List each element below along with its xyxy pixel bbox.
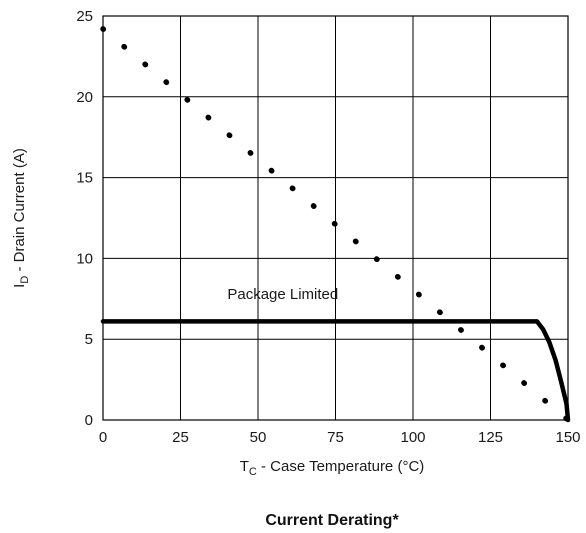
y-tick-label: 25 xyxy=(76,8,93,25)
x-tick-label: 150 xyxy=(555,429,580,446)
x-axis-label-subscript: C xyxy=(249,466,257,478)
chart-title: Current Derating* xyxy=(265,512,399,529)
y-axis-label-main: I xyxy=(11,284,28,288)
series-group xyxy=(100,26,571,423)
plot-frame xyxy=(102,15,569,421)
dotted-derating-line xyxy=(100,26,571,423)
x-tick-label: 25 xyxy=(172,429,189,446)
y-tick-label: 10 xyxy=(76,250,93,267)
y-axis-label-subscript: D xyxy=(19,276,31,284)
x-tick-label: 100 xyxy=(400,429,425,446)
x-tick-label: 0 xyxy=(99,429,107,446)
x-axis-label-main: T xyxy=(240,458,249,475)
x-tick-label: 125 xyxy=(478,429,503,446)
package-limited-line xyxy=(100,319,571,423)
package-limited-annotation: Package Limited xyxy=(227,286,338,303)
y-tick-label: 15 xyxy=(76,170,93,187)
x-tick-labels: 0 25 50 75 100 125 150 xyxy=(99,429,581,446)
y-tick-label: 0 xyxy=(85,412,93,429)
y-tick-labels: 0 5 10 15 20 25 xyxy=(76,8,93,429)
y-tick-label: 5 xyxy=(85,331,93,348)
y-tick-label: 20 xyxy=(76,89,93,106)
x-axis-label-rest: - Case Temperature (°C) xyxy=(257,458,424,475)
x-tick-label: 75 xyxy=(327,429,344,446)
y-axis-label: ID - Drain Current (A) xyxy=(11,148,31,288)
x-axis-label: TC - Case Temperature (°C) xyxy=(240,458,425,478)
grid-lines xyxy=(103,16,568,420)
y-axis-label-rest: - Drain Current (A) xyxy=(11,148,28,276)
x-tick-label: 50 xyxy=(250,429,267,446)
